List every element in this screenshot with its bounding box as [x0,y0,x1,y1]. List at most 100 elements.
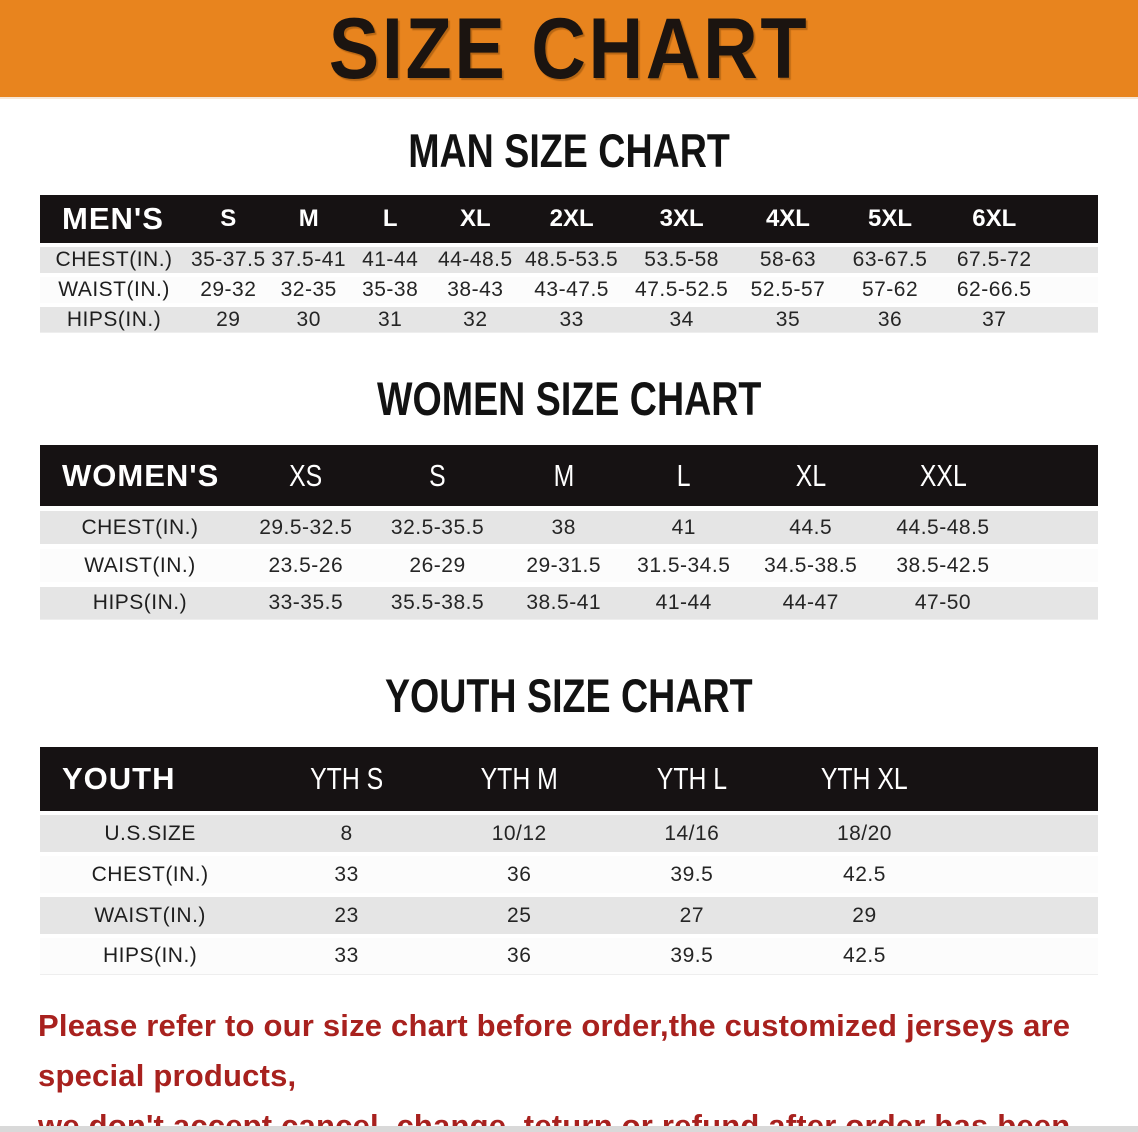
section-men: MAN SIZE CHART MEN'S S M L XL 2XL 3XL 4XL 5XL 6XL… [0,99,1138,333]
women-column-header-text: S [429,457,446,493]
women-section-heading: WOMEN SIZE CHART [0,333,1138,422]
section-youth: YOUTH SIZE CHART YOUTH YTH S YTH M YTH L YTH… [0,620,1138,975]
men-header-filler [1045,195,1098,243]
women-table-header-label: WOMEN'S [40,445,240,506]
men-size-value: 34 [623,303,740,333]
youth-section-heading: YOUTH SIZE CHART [0,620,1138,719]
women-size-value: 23.5-26 [239,544,372,582]
men-size-value: 36 [836,303,944,333]
youth-header-filler [950,747,1098,811]
youth-size-value: 33 [260,852,433,893]
men-row-filler [1045,303,1098,333]
women-row-label: HIPS(IN.) [40,582,240,620]
women-column-header-text: XL [795,457,826,493]
women-row-filler [1008,506,1098,544]
women-column-header-text: L [676,457,691,493]
women-column-header-text: XS [289,457,323,493]
men-size-value: 32 [431,303,520,333]
men-table-container: MEN'S S M L XL 2XL 3XL 4XL 5XL 6XL CHEST(IN.) 35-37… [0,174,1138,333]
youth-size-value: 14/16 [605,811,779,852]
men-size-value: 35-37.5 [188,243,269,273]
men-column-header: 2XL [519,195,624,243]
youth-size-value: 42.5 [778,934,951,975]
youth-row-label: U.S.SIZE [40,811,261,852]
youth-size-value: 39.5 [605,852,779,893]
youth-size-value: 27 [605,893,779,934]
women-column-header: XXL [877,445,1009,506]
men-column-header: 4XL [739,195,837,243]
youth-size-value: 18/20 [778,811,951,852]
women-size-table: WOMEN'S XS S M L XL XXL CHEST(IN.) 29.5-32.5 32.5… [40,445,1098,620]
women-column-header-text: M [553,457,575,493]
youth-row-filler [950,811,1098,852]
men-column-header: 6XL [943,195,1046,243]
men-size-value: 30 [268,303,349,333]
youth-size-value: 10/12 [432,811,606,852]
women-size-value: 38.5-41 [503,582,624,620]
men-table-row: HIPS(IN.) 29 30 31 32 33 34 35 36 37 [40,303,1098,333]
men-size-value: 62-66.5 [943,273,1046,303]
footnote-line1: Please refer to our size chart before or… [38,1008,1071,1094]
men-column-header: S [188,195,269,243]
youth-size-value: 33 [260,934,433,975]
men-size-value: 33 [519,303,624,333]
youth-size-value: 39.5 [605,934,779,975]
men-size-table: MEN'S S M L XL 2XL 3XL 4XL 5XL 6XL CHEST(IN.) 35-37… [40,195,1098,333]
men-column-header: 3XL [623,195,740,243]
men-size-value: 48.5-53.5 [519,243,624,273]
youth-column-header-text: YTH S [310,761,384,796]
footnote: Please refer to our size chart before or… [0,975,1138,1132]
men-size-value: 58-63 [739,243,837,273]
men-row-filler [1045,243,1098,273]
women-size-value: 41-44 [624,582,744,620]
men-column-header: 5XL [836,195,944,243]
youth-row-filler [950,852,1098,893]
bottom-edge-strip [0,1126,1138,1132]
women-size-value: 29.5-32.5 [239,506,372,544]
youth-size-value: 8 [260,811,433,852]
women-column-header: M [503,445,624,506]
youth-section-heading-text: YOUTH SIZE CHART [385,669,753,722]
youth-size-value: 23 [260,893,433,934]
women-row-filler [1008,544,1098,582]
men-size-value: 29 [188,303,269,333]
women-size-value: 26-29 [371,544,504,582]
youth-table-row: CHEST(IN.) 33 36 39.5 42.5 [40,852,1098,893]
women-size-value: 44-47 [743,582,878,620]
youth-table-row: U.S.SIZE 8 10/12 14/16 18/20 [40,811,1098,852]
men-size-value: 52.5-57 [739,273,837,303]
youth-column-header-text: YTH XL [821,761,908,796]
men-size-value: 63-67.5 [836,243,944,273]
women-row-label: CHEST(IN.) [40,506,240,544]
women-size-value: 44.5-48.5 [877,506,1009,544]
women-size-value: 34.5-38.5 [743,544,878,582]
women-table-row: HIPS(IN.) 33-35.5 35.5-38.5 38.5-41 41-44 44-… [40,582,1098,620]
banner: SIZE CHART [0,0,1138,99]
men-size-value: 32-35 [268,273,349,303]
youth-row-filler [950,934,1098,975]
youth-table-container: YOUTH YTH S YTH M YTH L YTH XL U.S.SIZE 8 10/12… [0,719,1138,975]
men-table-header-label: MEN'S [40,195,189,243]
men-size-value: 53.5-58 [623,243,740,273]
youth-column-header-text: YTH M [480,761,558,796]
youth-column-header: YTH L [605,747,779,811]
youth-size-value: 36 [432,934,606,975]
youth-size-value: 42.5 [778,852,951,893]
women-column-header: S [371,445,504,506]
women-table-row: WAIST(IN.) 23.5-26 26-29 29-31.5 31.5-34.5 34… [40,544,1098,582]
youth-table-header-label: YOUTH [40,747,261,811]
men-size-value: 37 [943,303,1046,333]
men-size-value: 57-62 [836,273,944,303]
youth-column-header: YTH M [432,747,606,811]
women-column-header: L [624,445,744,506]
men-size-value: 44-48.5 [431,243,520,273]
men-size-value: 35 [739,303,837,333]
women-size-value: 35.5-38.5 [371,582,504,620]
men-column-header: XL [431,195,520,243]
women-table-row: CHEST(IN.) 29.5-32.5 32.5-35.5 38 41 44.5 44.5… [40,506,1098,544]
youth-row-label: CHEST(IN.) [40,852,261,893]
page-title: SIZE CHART [328,0,810,97]
women-size-value: 33-35.5 [239,582,372,620]
youth-size-value: 36 [432,852,606,893]
